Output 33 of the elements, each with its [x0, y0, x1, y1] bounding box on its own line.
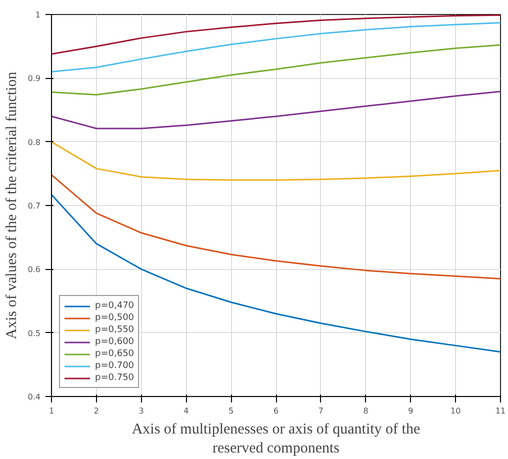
legend-label: p=0,470	[95, 300, 134, 311]
legend-label: p=0,500	[95, 312, 134, 323]
y-tick-label: 0.8	[28, 138, 41, 147]
y-tick-label: 0.6	[28, 265, 41, 274]
legend-label: p=0.750	[95, 372, 134, 383]
line-series	[52, 141, 500, 181]
legend-label: p=0.700	[95, 360, 134, 371]
x-tick-label: 3	[138, 406, 144, 416]
line-series	[52, 14, 500, 55]
legend-label: p=0,650	[95, 348, 134, 359]
legend-label: p=0,600	[95, 336, 134, 347]
line-series	[52, 44, 500, 96]
y-tick-label: 0.5	[28, 328, 41, 338]
x-tick-label: 9	[408, 406, 414, 416]
y-tick-label: 1	[35, 10, 41, 20]
x-tick-label: 11	[495, 406, 506, 416]
x-tick-label: 4	[184, 406, 189, 416]
y-tick-label: 0.4	[28, 392, 41, 402]
line-series	[52, 22, 500, 73]
x-tick-label: 8	[363, 406, 368, 416]
x-tick-label: 5	[228, 406, 234, 416]
x-tick-label: 7	[318, 406, 324, 416]
y-tick-label: 0.9	[28, 74, 41, 84]
x-tick-label: 1	[48, 406, 54, 416]
line-series	[52, 90, 500, 130]
x-tick-label: 6	[273, 406, 279, 416]
y-axis-title: Axis of values of the of the criterial function	[4, 71, 20, 340]
y-tick-label: 0.7	[28, 202, 41, 210]
legend-label: p=0,550	[95, 324, 134, 335]
x-tick-label: 2	[94, 406, 99, 416]
line-series	[52, 174, 500, 280]
x-tick-label: 10	[450, 406, 461, 416]
x-axis-title: Axis of multiplenesses or axis of quantity of the reserved components	[132, 422, 420, 457]
